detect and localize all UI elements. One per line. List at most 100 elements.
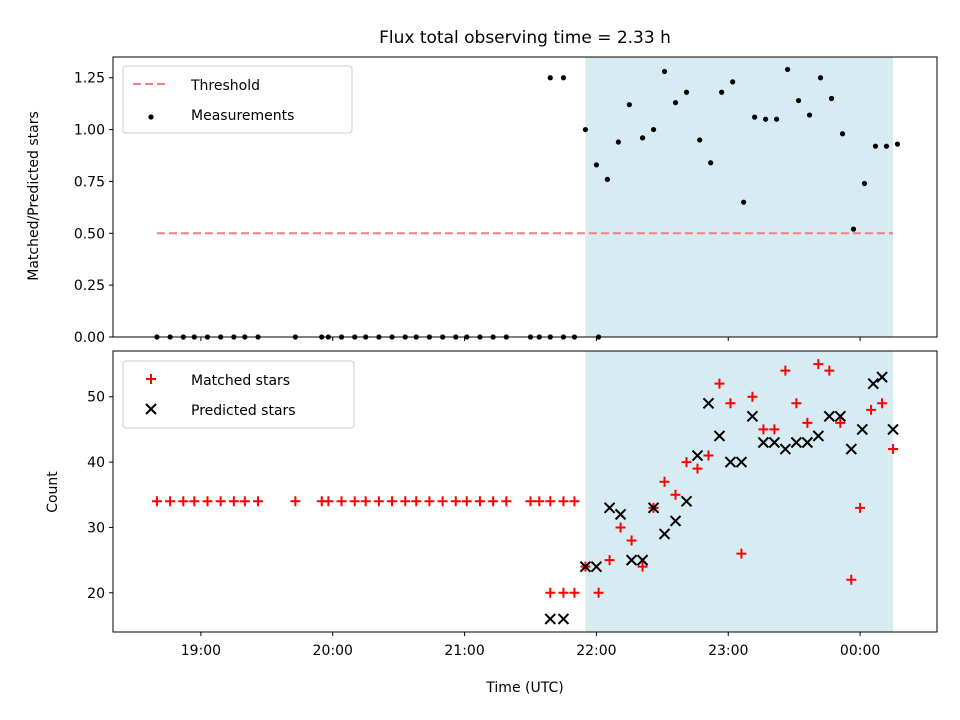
- top-y-tick-label: 0.00: [74, 330, 105, 346]
- predicted-star-point: [702, 397, 715, 409]
- bottom-y-tick-label: 30: [87, 520, 105, 536]
- top-y-tick-label: 1.25: [74, 71, 105, 87]
- bottom-legend-predicted-swatch: [145, 403, 157, 415]
- matched-star-point: [400, 496, 411, 507]
- top-legend: Threshold Measurements: [122, 65, 353, 134]
- predicted-star-point: [757, 436, 770, 449]
- matched-star-point: [151, 496, 162, 507]
- matched-star-point: [659, 476, 670, 487]
- matched-star-point: [855, 502, 866, 513]
- chart-title: Flux total observing time = 2.33 h: [379, 28, 671, 48]
- matched-star-point: [725, 398, 736, 409]
- measurement-point: [650, 126, 657, 133]
- predicted-star-point: [867, 377, 879, 390]
- matched-star-point: [736, 548, 747, 559]
- measurement-point: [593, 162, 600, 168]
- predicted-star-point: [768, 436, 781, 449]
- matched-star-point: [336, 496, 347, 507]
- x-tick-label: 00:00: [840, 643, 880, 659]
- bottom-legend: Matched stars Predicted stars: [122, 360, 355, 429]
- predicted-star-point: [812, 430, 825, 442]
- predicted-star-point: [614, 508, 627, 521]
- measurement-point: [547, 75, 553, 81]
- top-y-tick-label: 0.25: [74, 278, 105, 294]
- top-shaded-region: [585, 57, 894, 337]
- matched-star-point: [626, 535, 637, 546]
- top-axes-frame: [112, 56, 938, 338]
- matched-star-point: [215, 496, 226, 507]
- matched-star-point: [824, 365, 835, 376]
- x-tick-label: 23:00: [708, 643, 748, 659]
- measurement-point: [604, 176, 611, 182]
- top-y-tick-label: 0.50: [74, 226, 105, 242]
- top-legend-measurement-swatch: [148, 114, 154, 120]
- matched-star-point: [747, 391, 758, 402]
- matched-star-point: [593, 587, 604, 598]
- matched-star-point: [450, 496, 461, 507]
- predicted-star-point: [636, 554, 649, 566]
- matched-star-point: [615, 522, 626, 533]
- matched-star-point: [703, 450, 714, 461]
- matched-star-point: [569, 496, 580, 507]
- matched-star-point: [202, 496, 213, 507]
- top-y-tick-label: 1.00: [74, 123, 105, 139]
- matched-star-point: [424, 496, 435, 507]
- bottom-legend-label: Matched stars: [191, 373, 290, 389]
- predicted-star-point: [603, 502, 616, 514]
- bottom-y-tick-label: 20: [87, 586, 105, 602]
- matched-star-point: [253, 496, 264, 507]
- measurement-point: [661, 68, 668, 75]
- measurement-point: [839, 131, 846, 137]
- matched-star-point: [488, 496, 499, 507]
- matched-star-point: [501, 496, 512, 507]
- measurement-point: [615, 139, 621, 145]
- predicted-star-point: [779, 443, 792, 455]
- measurement-point: [708, 160, 714, 166]
- bottom-legend-label: Predicted stars: [191, 403, 296, 419]
- predicted-star-point: [856, 423, 868, 436]
- matched-star-point: [569, 587, 580, 598]
- bottom-y-tick-label: 50: [87, 390, 105, 406]
- top-y-axis-label: Matched/Predicted stars: [26, 111, 42, 281]
- measurement-point: [697, 137, 703, 143]
- matched-star-point: [604, 555, 615, 566]
- x-tick-label: 20:00: [313, 643, 353, 659]
- measurement-point: [872, 143, 879, 149]
- matched-star-point: [866, 404, 877, 415]
- measurement-point: [806, 112, 813, 118]
- measurement-point: [763, 116, 769, 122]
- matched-star-point: [411, 496, 422, 507]
- matched-star-point: [769, 424, 780, 435]
- predicted-star-point: [669, 515, 682, 527]
- measurement-point: [752, 114, 758, 120]
- matched-star-point: [681, 457, 692, 468]
- predicted-star-point: [790, 436, 803, 449]
- matched-star-point: [791, 398, 802, 409]
- matched-star-point: [228, 496, 239, 507]
- matched-star-point: [189, 496, 200, 507]
- bottom-y-axis-label: Count: [45, 471, 61, 513]
- predicted-star-point: [579, 560, 592, 573]
- matched-star-point: [387, 496, 398, 507]
- matched-star-point: [758, 424, 769, 435]
- predicted-star-point: [887, 423, 899, 436]
- matched-star-point: [877, 398, 888, 409]
- matched-star-point: [846, 574, 857, 585]
- predicted-star-point: [746, 410, 759, 423]
- bottom-legend-box: [122, 360, 355, 429]
- matched-star-point: [349, 496, 360, 507]
- matched-star-point: [813, 359, 824, 370]
- measurement-point: [639, 135, 646, 141]
- measurement-point: [861, 180, 868, 187]
- plot-layer: 0.00 0.25 0.50 0.75 1.00 1.25 20 30 40 50 19:00 20:…: [74, 56, 938, 659]
- matched-star-point: [545, 496, 556, 507]
- measurement-point: [683, 89, 690, 95]
- matched-star-point: [780, 365, 791, 376]
- predicted-star-point: [680, 495, 693, 508]
- matched-star-point: [558, 587, 569, 598]
- predicted-star-point: [557, 613, 570, 625]
- measurement-point: [784, 66, 791, 73]
- measurement-point: [817, 75, 824, 81]
- predicted-star-point: [647, 502, 660, 514]
- predicted-star-point: [823, 410, 836, 423]
